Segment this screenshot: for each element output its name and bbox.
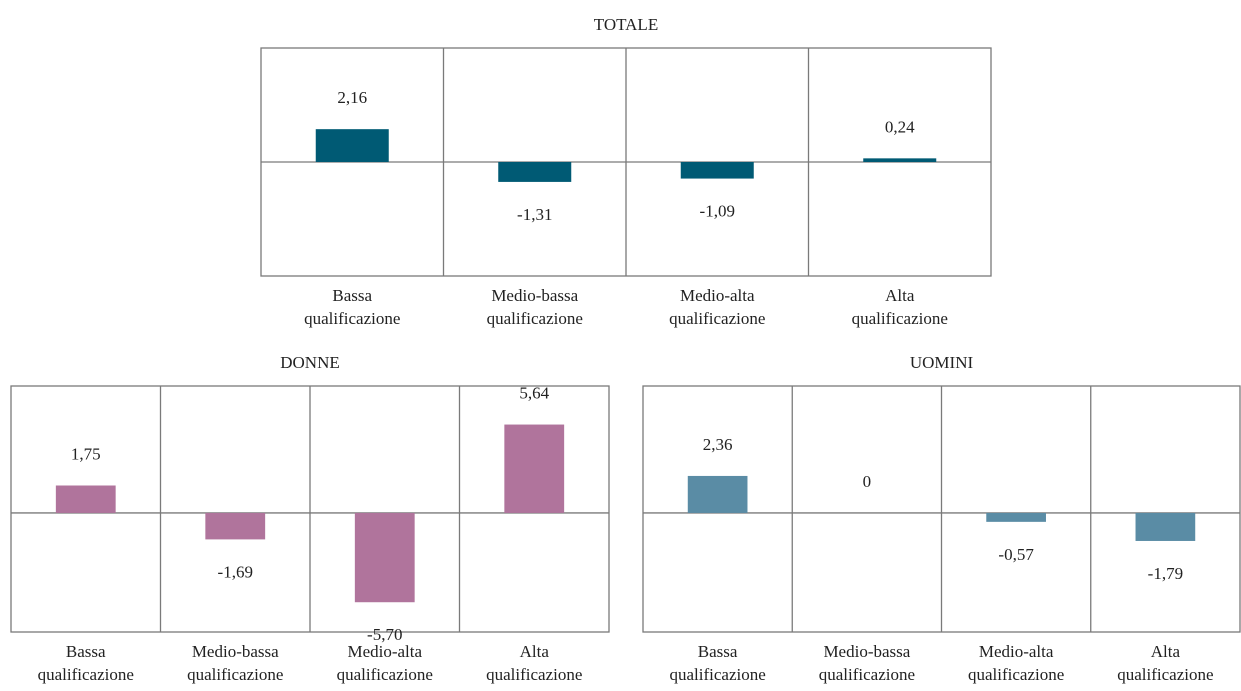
x-tick-label: Medio-alta qualificazione bbox=[337, 642, 433, 684]
chart-title: DONNE bbox=[280, 353, 340, 372]
bar bbox=[680, 162, 754, 179]
x-tick-label: Bassa qualificazione bbox=[669, 642, 765, 684]
x-tick-label: Bassa qualificazione bbox=[38, 642, 134, 684]
bar bbox=[863, 158, 937, 162]
x-tick-label: Alta qualificazione bbox=[852, 286, 948, 328]
value-label: 2,36 bbox=[703, 435, 733, 454]
value-label: 2,16 bbox=[337, 88, 367, 107]
bar bbox=[498, 162, 572, 182]
bar bbox=[1135, 512, 1196, 541]
value-label: 0 bbox=[863, 472, 872, 491]
x-tick-label: Medio-bassa qualificazione bbox=[487, 286, 583, 328]
bar bbox=[55, 485, 116, 513]
x-tick-label: Alta qualificazione bbox=[486, 642, 582, 684]
x-tick-label: Medio-alta qualificazione bbox=[669, 286, 765, 328]
bar-chart: TOTALE 2,16 Bassa qualificazione -1,31 Medio-… bbox=[260, 15, 992, 328]
value-label: 0,24 bbox=[885, 117, 915, 136]
bar bbox=[504, 424, 565, 513]
bar bbox=[315, 129, 389, 162]
value-label: -0,57 bbox=[998, 545, 1034, 564]
chart-title: TOTALE bbox=[594, 15, 658, 34]
x-tick-label: Medio-alta qualificazione bbox=[968, 642, 1064, 684]
bar bbox=[354, 512, 415, 603]
x-tick-label: Alta qualificazione bbox=[1117, 642, 1213, 684]
value-label: -1,31 bbox=[517, 205, 552, 224]
value-label: -1,69 bbox=[218, 562, 253, 581]
bar bbox=[205, 512, 266, 540]
value-label: -1,09 bbox=[700, 201, 735, 220]
bar bbox=[687, 475, 748, 513]
bar bbox=[986, 512, 1046, 522]
x-tick-label: Medio-bassa qualificazione bbox=[819, 642, 915, 684]
x-tick-label: Bassa qualificazione bbox=[304, 286, 400, 328]
bar-chart: UOMINI 2,36 Bassa qualificazione 0 Medio-bass… bbox=[642, 353, 1241, 684]
value-label: -5,70 bbox=[367, 625, 402, 644]
value-label: -1,79 bbox=[1148, 564, 1183, 583]
value-label: 5,64 bbox=[519, 383, 549, 402]
x-tick-label: Medio-bassa qualificazione bbox=[187, 642, 283, 684]
chart-title: UOMINI bbox=[910, 353, 974, 372]
value-label: 1,75 bbox=[71, 444, 101, 463]
bar-chart: DONNE 1,75 Bassa qualificazione -1,69 Medio-b… bbox=[10, 353, 610, 684]
